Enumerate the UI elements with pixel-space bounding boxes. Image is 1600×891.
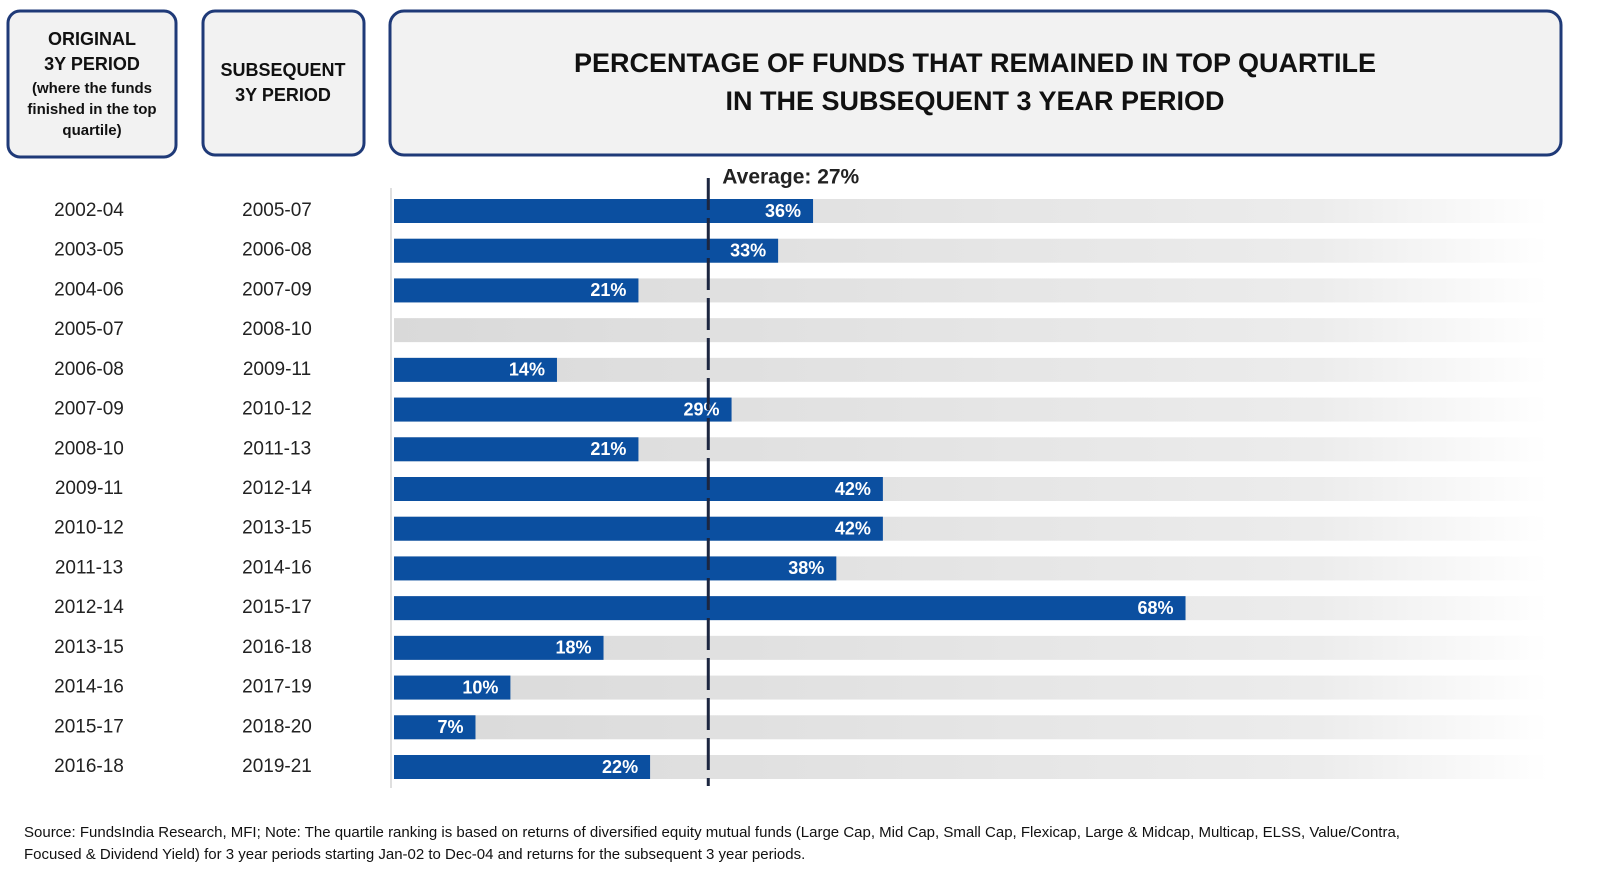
category-label: 2008-10 (54, 438, 124, 459)
header-box (6, 9, 178, 159)
subsequent-label: 2010-12 (242, 399, 312, 420)
bar (394, 477, 883, 501)
bar-track (394, 357, 1548, 382)
data-label: 7% (437, 717, 463, 737)
data-label: 10% (462, 677, 498, 697)
chart-title: PERCENTAGE OF FUNDS THAT REMAINED IN TOP… (574, 48, 1376, 78)
subsequent-label: 2012-14 (242, 478, 312, 499)
data-label: 18% (555, 638, 591, 658)
source-note: Source: FundsIndia Research, MFI; Note: … (24, 824, 1400, 841)
subsequent-label: 2016-18 (242, 637, 312, 658)
category-label: 2003-05 (54, 240, 124, 261)
data-label: 42% (835, 518, 871, 538)
data-label: 33% (730, 240, 766, 260)
header-label: ORIGINAL (48, 29, 136, 49)
bar (394, 635, 604, 660)
category-label: 2015-17 (54, 716, 124, 737)
bar-track (394, 715, 1548, 740)
data-label: 36% (765, 201, 801, 221)
subsequent-label: 2011-13 (243, 438, 311, 459)
subsequent-label: 2018-20 (242, 716, 312, 737)
header-label: 3Y PERIOD (235, 85, 331, 105)
data-label: 29% (684, 399, 720, 419)
bar (394, 556, 837, 581)
average-label: Average: 27% (722, 166, 859, 189)
header-label: 3Y PERIOD (44, 54, 140, 74)
data-label: 21% (590, 439, 626, 459)
subsequent-label: 2009-11 (243, 359, 311, 380)
data-label: 68% (1137, 598, 1173, 618)
category-label: 2014-16 (54, 677, 124, 698)
subsequent-label: 2019-21 (242, 756, 312, 777)
data-label: 42% (835, 479, 871, 499)
subsequent-label: 2014-16 (242, 557, 312, 578)
category-label: 2012-14 (54, 597, 124, 618)
category-label: 2016-18 (54, 756, 124, 777)
category-label: 2011-13 (55, 557, 123, 578)
header-label: finished in the top (27, 101, 156, 118)
bar (394, 516, 883, 541)
bar (394, 437, 639, 462)
bar (394, 238, 779, 263)
subsequent-label: 2008-10 (242, 319, 312, 340)
data-label: 21% (590, 280, 626, 300)
category-label: 2013-15 (54, 637, 124, 658)
category-label: 2005-07 (54, 319, 124, 340)
bar (394, 755, 651, 779)
category-label: 2010-12 (54, 518, 124, 539)
header-label: SUBSEQUENT (220, 60, 345, 80)
header-box (201, 9, 366, 157)
data-label: 38% (788, 558, 824, 578)
subsequent-label: 2015-17 (242, 597, 312, 618)
header-label: (where the funds (32, 80, 152, 97)
category-label: 2002-04 (54, 200, 124, 221)
bar-track (394, 675, 1548, 700)
subsequent-label: 2017-19 (242, 677, 312, 698)
bar (394, 715, 476, 740)
title-box (388, 9, 1563, 157)
subsequent-label: 2006-08 (242, 240, 312, 261)
bar (394, 675, 511, 700)
bar (394, 397, 732, 422)
subsequent-label: 2007-09 (242, 279, 312, 300)
category-label: 2006-08 (54, 359, 124, 380)
bar (394, 596, 1186, 621)
bar (394, 199, 814, 223)
chart-title: IN THE SUBSEQUENT 3 YEAR PERIOD (725, 86, 1224, 116)
data-label: 14% (509, 360, 545, 380)
bar (394, 357, 557, 382)
bar-track (394, 318, 1548, 343)
subsequent-label: 2013-15 (242, 518, 312, 539)
source-note: Focused & Dividend Yield) for 3 year per… (24, 846, 805, 863)
category-label: 2007-09 (54, 399, 124, 420)
category-label: 2004-06 (54, 279, 124, 300)
data-label: 22% (602, 757, 638, 777)
bar (394, 278, 639, 303)
category-label: 2009-11 (55, 478, 123, 499)
subsequent-label: 2005-07 (242, 200, 312, 221)
header-label: quartile) (62, 122, 121, 139)
